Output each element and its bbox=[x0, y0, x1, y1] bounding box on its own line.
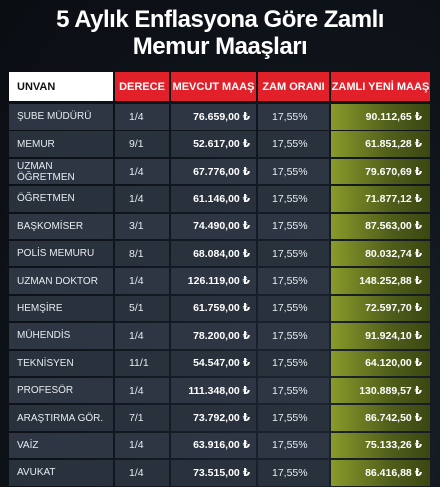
cell-zam-orani: 17,55% bbox=[258, 377, 329, 404]
cell-zam-orani: 17,55% bbox=[258, 268, 329, 294]
cell-derece: 1/4 bbox=[115, 158, 169, 185]
cell-zamli-yeni-maas: 71.877,12 ₺ bbox=[331, 186, 430, 212]
salary-table: UNVAN DERECE MEVCUT MAAŞ ZAM ORANI ZAMLI… bbox=[9, 72, 430, 487]
cell-derece: 3/1 bbox=[115, 213, 169, 240]
table-row: MEMUR 9/1 52.617,00 ₺ 17,55% 61.851,28 ₺ bbox=[9, 131, 430, 157]
cell-zam-orani: 17,55% bbox=[258, 240, 329, 267]
cell-unvan: POLİS MEMURU bbox=[9, 240, 113, 267]
cell-mevcut-maas: 67.776,00 ₺ bbox=[171, 158, 256, 185]
table-body: ŞUBE MÜDÜRÜ 1/4 76.659,00 ₺ 17,55% 90.112,65… bbox=[9, 104, 430, 486]
cell-derece: 1/4 bbox=[115, 432, 169, 459]
cell-zamli-yeni-maas: 148.252,88 ₺ bbox=[331, 268, 430, 294]
table-row: TEKNİSYEN 11/1 54.547,00 ₺ 17,55% 64.120,00 … bbox=[9, 350, 430, 377]
table-row: PROFESÖR 1/4 111.348,00 ₺ 17,55% 130.889,57 … bbox=[9, 377, 430, 404]
cell-zam-orani: 17,55% bbox=[258, 186, 329, 212]
cell-zam-orani: 17,55% bbox=[258, 213, 329, 240]
cell-mevcut-maas: 63.916,00 ₺ bbox=[171, 432, 256, 459]
cell-mevcut-maas: 54.547,00 ₺ bbox=[171, 350, 256, 377]
cell-mevcut-maas: 61.759,00 ₺ bbox=[171, 295, 256, 322]
cell-derece: 5/1 bbox=[115, 295, 169, 322]
table-row: VAİZ 1/4 63.916,00 ₺ 17,55% 75.133,26 ₺ bbox=[9, 432, 430, 459]
table-row: ÖĞRETMEN 1/4 61.146,00 ₺ 17,55% 71.877,12 ₺ bbox=[9, 186, 430, 212]
header-derece: DERECE bbox=[115, 72, 169, 101]
cell-derece: 9/1 bbox=[115, 131, 169, 157]
cell-unvan: PROFESÖR bbox=[9, 377, 113, 404]
table-row: MÜHENDİS 1/4 78.200,00 ₺ 17,55% 91.924,10 ₺ bbox=[9, 323, 430, 349]
table-row: HEMŞİRE 5/1 61.759,00 ₺ 17,55% 72.597,70 ₺ bbox=[9, 295, 430, 322]
table-row: ŞUBE MÜDÜRÜ 1/4 76.659,00 ₺ 17,55% 90.112,65… bbox=[9, 104, 430, 130]
cell-zamli-yeni-maas: 79.670,69 ₺ bbox=[331, 158, 430, 185]
cell-unvan: UZMAN DOKTOR bbox=[9, 268, 113, 294]
cell-zam-orani: 17,55% bbox=[258, 104, 329, 130]
cell-mevcut-maas: 74.490,00 ₺ bbox=[171, 213, 256, 240]
cell-zamli-yeni-maas: 86.416,88 ₺ bbox=[331, 460, 430, 486]
cell-zam-orani: 17,55% bbox=[258, 295, 329, 322]
cell-unvan: ŞUBE MÜDÜRÜ bbox=[9, 104, 113, 130]
cell-unvan: VAİZ bbox=[9, 432, 113, 459]
cell-derece: 7/1 bbox=[115, 405, 169, 431]
cell-unvan: UZMAN ÖĞRETMEN bbox=[9, 158, 113, 185]
cell-unvan: TEKNİSYEN bbox=[9, 350, 113, 377]
cell-zam-orani: 17,55% bbox=[258, 405, 329, 431]
table-row: BAŞKOMİSER 3/1 74.490,00 ₺ 17,55% 87.563,00 … bbox=[9, 213, 430, 240]
cell-unvan: ÖĞRETMEN bbox=[9, 186, 113, 212]
cell-unvan: AVUKAT bbox=[9, 460, 113, 486]
cell-unvan: MÜHENDİS bbox=[9, 323, 113, 349]
header-unvan: UNVAN bbox=[9, 72, 113, 101]
cell-mevcut-maas: 126.119,00 ₺ bbox=[171, 268, 256, 294]
cell-mevcut-maas: 111.348,00 ₺ bbox=[171, 377, 256, 404]
table-header: UNVAN DERECE MEVCUT MAAŞ ZAM ORANI ZAMLI… bbox=[9, 72, 430, 101]
cell-mevcut-maas: 76.659,00 ₺ bbox=[171, 104, 256, 130]
cell-mevcut-maas: 73.515,00 ₺ bbox=[171, 460, 256, 486]
cell-unvan: HEMŞİRE bbox=[9, 295, 113, 322]
table-row: AVUKAT 1/4 73.515,00 ₺ 17,55% 86.416,88 ₺ bbox=[9, 460, 430, 486]
cell-unvan: BAŞKOMİSER bbox=[9, 213, 113, 240]
table-row: POLİS MEMURU 8/1 68.084,00 ₺ 17,55% 80.032,7… bbox=[9, 240, 430, 267]
cell-zam-orani: 17,55% bbox=[258, 432, 329, 459]
cell-zamli-yeni-maas: 86.742,50 ₺ bbox=[331, 405, 430, 431]
page-title: 5 Aylık Enflasyona Göre Zamlı Memur Maaş… bbox=[0, 6, 440, 60]
cell-mevcut-maas: 61.146,00 ₺ bbox=[171, 186, 256, 212]
cell-zamli-yeni-maas: 75.133,26 ₺ bbox=[331, 432, 430, 459]
cell-derece: 1/4 bbox=[115, 186, 169, 212]
cell-zamli-yeni-maas: 61.851,28 ₺ bbox=[331, 131, 430, 157]
cell-derece: 1/4 bbox=[115, 104, 169, 130]
cell-mevcut-maas: 52.617,00 ₺ bbox=[171, 131, 256, 157]
cell-zam-orani: 17,55% bbox=[258, 460, 329, 486]
title-line-2: Memur Maaşları bbox=[132, 33, 308, 60]
cell-derece: 1/4 bbox=[115, 268, 169, 294]
title-line-1: 5 Aylık Enflasyona Göre Zamlı bbox=[56, 6, 384, 33]
cell-zamli-yeni-maas: 72.597,70 ₺ bbox=[331, 295, 430, 322]
header-mevcut-maas: MEVCUT MAAŞ bbox=[171, 72, 256, 101]
cell-unvan: ARAŞTIRMA GÖR. bbox=[9, 405, 113, 431]
table-row: ARAŞTIRMA GÖR. 7/1 73.792,00 ₺ 17,55% 86.742… bbox=[9, 405, 430, 431]
cell-zam-orani: 17,55% bbox=[258, 323, 329, 349]
cell-mevcut-maas: 68.084,00 ₺ bbox=[171, 240, 256, 267]
cell-zam-orani: 17,55% bbox=[258, 131, 329, 157]
cell-derece: 11/1 bbox=[115, 350, 169, 377]
cell-unvan: MEMUR bbox=[9, 131, 113, 157]
cell-mevcut-maas: 73.792,00 ₺ bbox=[171, 405, 256, 431]
cell-derece: 8/1 bbox=[115, 240, 169, 267]
cell-zam-orani: 17,55% bbox=[258, 350, 329, 377]
cell-derece: 1/4 bbox=[115, 460, 169, 486]
cell-derece: 1/4 bbox=[115, 377, 169, 404]
table-row: UZMAN ÖĞRETMEN 1/4 67.776,00 ₺ 17,55% 79.670… bbox=[9, 158, 430, 185]
cell-derece: 1/4 bbox=[115, 323, 169, 349]
cell-zamli-yeni-maas: 90.112,65 ₺ bbox=[331, 104, 430, 130]
header-zam-orani: ZAM ORANI bbox=[258, 72, 329, 101]
cell-zamli-yeni-maas: 80.032,74 ₺ bbox=[331, 240, 430, 267]
cell-zamli-yeni-maas: 91.924,10 ₺ bbox=[331, 323, 430, 349]
cell-zamli-yeni-maas: 87.563,00 ₺ bbox=[331, 213, 430, 240]
table-row: UZMAN DOKTOR 1/4 126.119,00 ₺ 17,55% 148.252… bbox=[9, 268, 430, 294]
cell-zam-orani: 17,55% bbox=[258, 158, 329, 185]
cell-zamli-yeni-maas: 130.889,57 ₺ bbox=[331, 377, 430, 404]
cell-mevcut-maas: 78.200,00 ₺ bbox=[171, 323, 256, 349]
cell-zamli-yeni-maas: 64.120,00 ₺ bbox=[331, 350, 430, 377]
header-zamli-yeni-maas: ZAMLI YENİ MAAŞ bbox=[331, 72, 430, 101]
